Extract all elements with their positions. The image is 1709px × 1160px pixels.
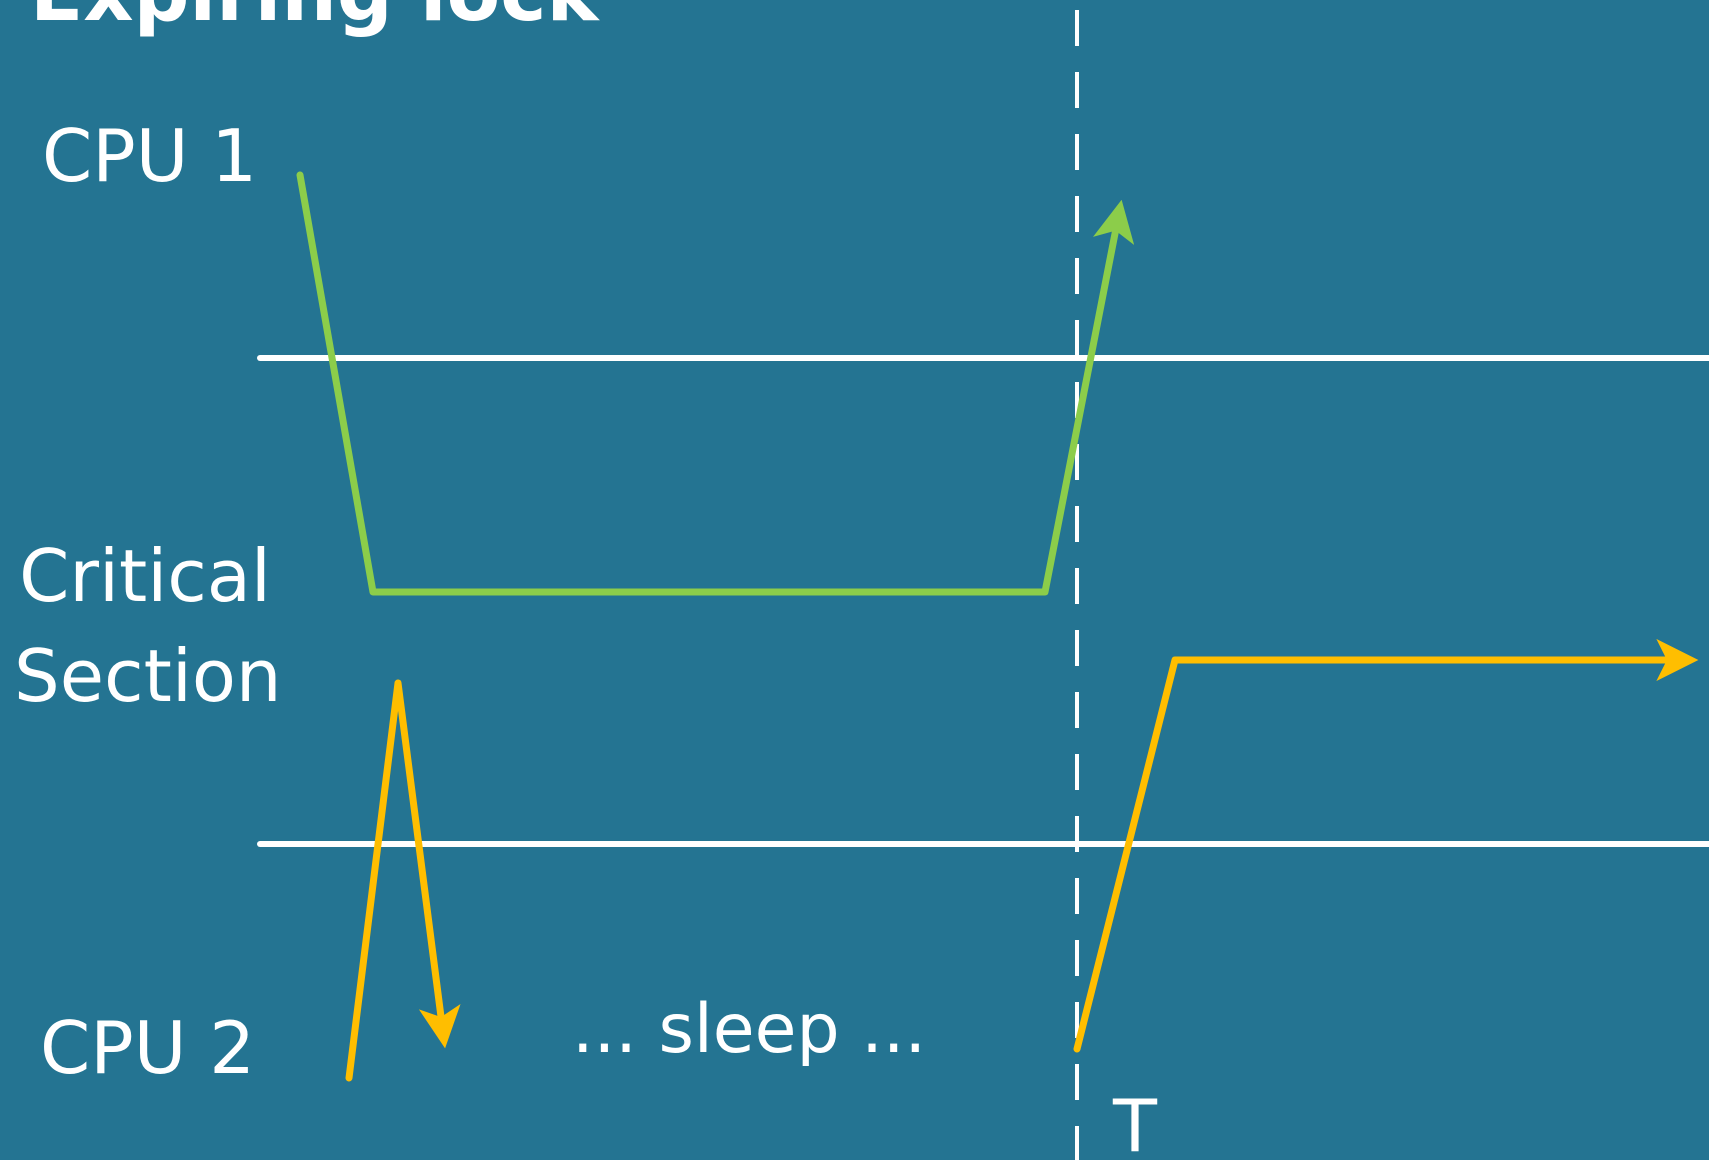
sleep-label: ... sleep ... xyxy=(572,990,927,1069)
critical-section-label: Critical Section xyxy=(14,534,282,718)
cpu2-second-attempt-path xyxy=(1073,639,1699,1053)
time-marker-label: T xyxy=(1113,1084,1157,1160)
cpu2-first-attempt-path xyxy=(345,679,461,1082)
cpu1-label: CPU 1 xyxy=(42,114,258,198)
slide-title: Expiring lock xyxy=(30,0,598,33)
cpu2-label: CPU 2 xyxy=(40,1006,256,1090)
cpu1-path xyxy=(296,171,1135,596)
